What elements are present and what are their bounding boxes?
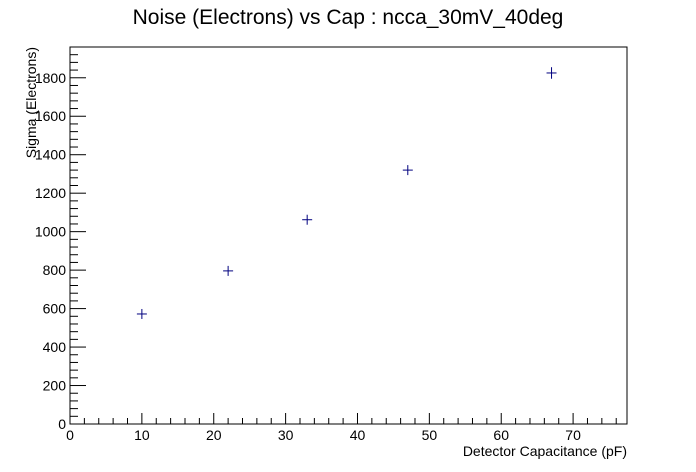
y-tick-labels: 0 200 400 600 800 1000 1200 1400 1600 1800 xyxy=(35,70,66,432)
data-point xyxy=(402,165,413,176)
x-tick-label: 70 xyxy=(565,427,581,443)
x-tick-label: 0 xyxy=(66,427,74,443)
x-tick-label: 40 xyxy=(350,427,366,443)
y-tick-label: 400 xyxy=(43,339,67,355)
y-tick-label: 1800 xyxy=(35,70,66,86)
y-axis-label: Sigma (Electrons) xyxy=(23,47,39,158)
y-tick-label: 600 xyxy=(43,301,67,317)
data-points xyxy=(136,67,557,319)
x-tick-label: 10 xyxy=(134,427,150,443)
y-tick-label: 200 xyxy=(43,378,67,394)
data-point xyxy=(223,265,234,276)
x-tick-label: 60 xyxy=(493,427,509,443)
data-point xyxy=(302,214,313,225)
y-tick-label: 800 xyxy=(43,262,67,278)
y-tick-label: 1200 xyxy=(35,185,66,201)
x-tick-labels: 0 10 20 30 40 50 60 70 xyxy=(66,427,581,443)
y-axis-ticks xyxy=(70,46,86,425)
y-tick-label: 1600 xyxy=(35,108,66,124)
chart-title: Noise (Electrons) vs Cap : ncca_30mV_40d… xyxy=(133,6,564,29)
y-tick-label: 0 xyxy=(58,416,66,432)
y-tick-label: 1000 xyxy=(35,224,66,240)
data-point xyxy=(136,308,147,319)
y-tick-label: 1400 xyxy=(35,147,66,163)
x-tick-label: 50 xyxy=(422,427,438,443)
x-axis-ticks xyxy=(69,413,617,424)
data-point xyxy=(546,67,557,79)
x-tick-label: 30 xyxy=(278,427,294,443)
plot-frame xyxy=(69,46,628,425)
x-tick-label: 20 xyxy=(206,427,222,443)
x-axis-label: Detector Capacitance (pF) xyxy=(463,443,627,459)
